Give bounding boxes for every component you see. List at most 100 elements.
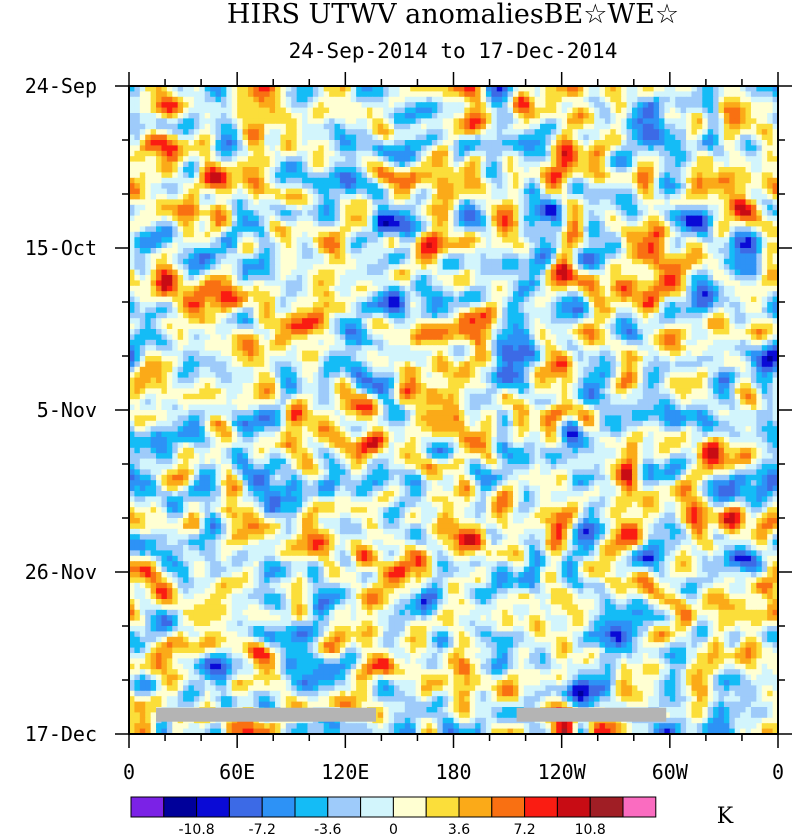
heat-cell [507, 107, 514, 114]
heat-cell [761, 253, 768, 260]
heat-cell [637, 177, 644, 184]
heat-cell [383, 177, 390, 184]
heat-cell [258, 183, 265, 190]
heat-cell [750, 113, 757, 119]
heat-cell [691, 242, 698, 249]
heat-cell [426, 118, 433, 125]
heat-cell [220, 91, 227, 98]
heat-cell [302, 167, 309, 173]
heat-cell [453, 167, 460, 173]
heat-cell [226, 167, 233, 173]
heat-cell [713, 199, 720, 206]
heat-cell [431, 204, 438, 211]
heat-cell [183, 167, 190, 173]
heat-cell [215, 91, 222, 98]
heat-cell [680, 253, 687, 260]
heat-cell [356, 118, 363, 125]
heat-cell [426, 237, 433, 244]
heat-cell [145, 145, 152, 152]
heat-cell [615, 210, 622, 217]
heat-cell [675, 258, 682, 265]
heat-cell [653, 188, 660, 195]
heat-cell [496, 221, 503, 227]
heat-cell [231, 231, 238, 238]
heat-cell [275, 215, 282, 222]
heat-cell [177, 242, 184, 249]
heat-cell [588, 199, 595, 206]
heat-cell [339, 248, 346, 254]
heat-cell [307, 161, 314, 168]
heat-cell [458, 237, 465, 244]
heat-cell [723, 161, 730, 168]
heat-cell [345, 291, 352, 298]
heat-cell [491, 248, 498, 254]
heat-cell [740, 172, 747, 179]
heat-cell [431, 91, 438, 98]
heat-cell [329, 145, 336, 152]
heat-cell [242, 264, 249, 271]
heat-cell [312, 269, 319, 276]
heat-cell [156, 275, 163, 281]
heat-cell [318, 210, 325, 217]
heat-cell [659, 285, 666, 292]
heat-cell [372, 291, 379, 298]
heat-cell [377, 307, 384, 314]
heat-cell [258, 107, 265, 114]
heat-cell [453, 161, 460, 168]
heat-cell [242, 172, 249, 179]
heat-cell [491, 134, 498, 141]
heat-cell [410, 248, 417, 254]
heat-cell [215, 269, 222, 276]
heat-cell [291, 140, 298, 146]
heat-cell [599, 296, 606, 303]
heat-cell [485, 177, 492, 184]
heat-cell [394, 107, 401, 114]
heat-cell [518, 215, 525, 222]
heat-cell [415, 161, 422, 168]
heat-cell [512, 167, 519, 173]
heat-cell [188, 204, 195, 211]
heat-cell [247, 194, 254, 200]
heat-cell [767, 161, 774, 168]
heat-cell [518, 210, 525, 217]
heat-cell [512, 129, 519, 136]
heat-cell [507, 150, 514, 157]
heat-cell [383, 123, 390, 130]
heat-cell [307, 264, 314, 271]
heat-cell [518, 302, 525, 308]
heat-cell [264, 177, 271, 184]
heat-cell [610, 204, 617, 211]
heat-cell [529, 145, 536, 152]
heat-cell [334, 172, 341, 179]
heat-cell [366, 269, 373, 276]
heat-cell [226, 302, 233, 308]
heat-cell [772, 199, 778, 206]
heat-cell [631, 275, 638, 281]
heat-cell [323, 258, 330, 265]
heat-cell [659, 118, 666, 125]
heat-cell [275, 291, 282, 298]
heat-cell [410, 161, 417, 168]
heat-cell [404, 280, 411, 287]
heat-cell [415, 188, 422, 195]
heat-cell [237, 258, 244, 265]
heat-cell [572, 291, 579, 298]
heat-cell [204, 86, 211, 92]
heat-cell [296, 242, 303, 249]
heat-cell [659, 302, 666, 308]
heat-cell [410, 269, 417, 276]
heat-cell [150, 285, 157, 292]
heat-cell [204, 156, 211, 163]
heat-cell [480, 264, 487, 271]
heat-cell [399, 280, 406, 287]
heat-cell [745, 172, 752, 179]
heat-cell [610, 86, 617, 92]
heat-cell [675, 123, 682, 130]
heat-cell [713, 291, 720, 298]
heat-cell [253, 285, 260, 292]
heat-cell [220, 302, 227, 308]
heat-cell [247, 242, 254, 249]
heat-cell [567, 199, 574, 206]
heat-cell [610, 275, 617, 281]
heat-cell [669, 188, 676, 195]
